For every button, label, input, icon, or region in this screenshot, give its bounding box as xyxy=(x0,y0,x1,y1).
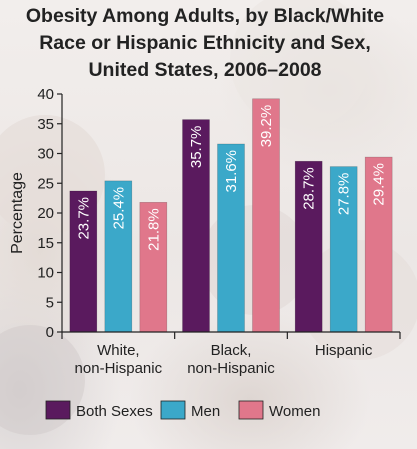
bar-data-label: 21.8% xyxy=(145,208,162,251)
data-labels: 23.7% 25.4% 21.8% 35.7% 31.6% 39.2% 28.7% 27.8%… xyxy=(75,105,387,251)
chart-title-line: United States, 2006–2008 xyxy=(88,59,321,81)
bar-both-sexes-1 xyxy=(182,119,210,333)
bar-data-label: 25.4% xyxy=(110,187,127,230)
legend-swatch-both-sexes xyxy=(45,400,71,420)
bar-women-2 xyxy=(364,156,393,333)
bar-men-1 xyxy=(217,143,245,333)
y-axis-label-group: Percentage xyxy=(9,172,26,254)
y-tick-label: 10 xyxy=(37,265,54,282)
bar-data-label: 23.7% xyxy=(75,197,92,240)
y-axis: 0 5 10 15 20 25 30 35 40 xyxy=(37,86,63,341)
y-tick-label: 40 xyxy=(37,86,54,103)
y-axis-label: Percentage xyxy=(9,172,26,254)
bar-data-label: 28.7% xyxy=(301,167,318,210)
legend-label: Women xyxy=(269,403,320,420)
legend-label: Both Sexes xyxy=(76,403,153,420)
legend-swatch-men xyxy=(160,400,186,420)
y-tick-label: 30 xyxy=(37,146,54,163)
bar-data-label: 35.7% xyxy=(188,126,205,169)
y-tick-label: 15 xyxy=(37,235,54,252)
x-category-label: Hispanic xyxy=(315,342,373,359)
y-tick-label: 20 xyxy=(37,205,54,222)
bar-women-0 xyxy=(139,201,168,333)
y-tick-label: 35 xyxy=(37,116,54,133)
bar-both-sexes-2 xyxy=(294,160,323,333)
y-tick-label: 5 xyxy=(46,294,54,311)
chart-title-line: Obesity Among Adults, by Black/White xyxy=(26,5,384,27)
bar-data-label: 29.4% xyxy=(371,163,388,206)
bar-women-1 xyxy=(252,98,280,333)
bars xyxy=(69,98,393,333)
chart-title-line: Race or Hispanic Ethnicity and Sex, xyxy=(39,32,371,54)
bar-data-label: 31.6% xyxy=(223,150,240,193)
legend-swatch-women xyxy=(238,400,264,420)
x-axis: White,non-HispanicBlack,non-HispanicHisp… xyxy=(61,331,401,377)
x-category-label: White, xyxy=(97,342,140,359)
x-category-label: Black, xyxy=(211,342,252,359)
x-category-label: non-Hispanic xyxy=(75,360,163,377)
legend-label: Men xyxy=(191,403,220,420)
y-tick-label: 25 xyxy=(37,175,54,192)
y-tick-label: 0 xyxy=(46,324,54,341)
bar-men-2 xyxy=(329,166,358,333)
bar-data-label: 39.2% xyxy=(258,105,275,148)
legend: Both Sexes Men Women xyxy=(45,400,320,420)
bar-both-sexes-0 xyxy=(69,190,98,333)
bar-men-0 xyxy=(104,180,133,333)
bar-data-label: 27.8% xyxy=(336,173,353,216)
chart-title: Obesity Among Adults, by Black/White Race… xyxy=(26,5,384,81)
x-category-label: non-Hispanic xyxy=(187,360,275,377)
